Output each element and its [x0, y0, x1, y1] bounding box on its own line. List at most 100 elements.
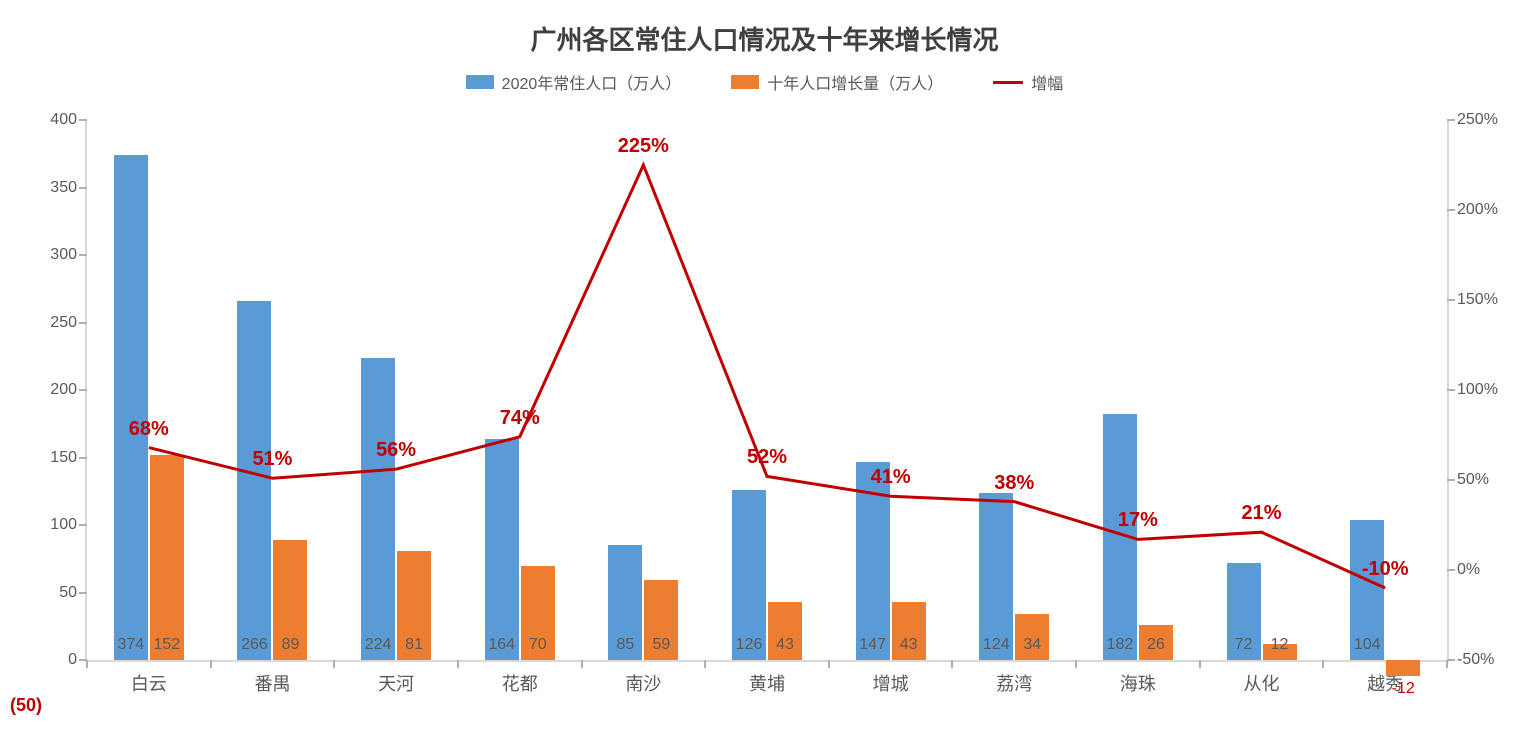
y-right-tick-label: 0%: [1447, 561, 1517, 579]
legend-item-rate: 增幅: [993, 70, 1063, 94]
bar-population-label: 85: [616, 636, 634, 654]
legend: 2020年常住人口（万人） 十年人口增长量（万人） 增幅: [0, 70, 1529, 94]
line-rate-label: 225%: [618, 135, 669, 158]
y-right-tick: [1447, 299, 1455, 301]
x-tick: [1322, 660, 1324, 668]
x-category-label: 白云: [131, 660, 167, 696]
bar-population: [856, 462, 890, 660]
neg50-label: (50): [10, 695, 42, 716]
y-left-tick: [79, 119, 87, 121]
bar-growth-label: 26: [1147, 636, 1165, 654]
legend-swatch-bar1: [466, 75, 494, 89]
bar-growth-label: 43: [900, 636, 918, 654]
chart-title: 广州各区常住人口情况及十年来增长情况: [0, 20, 1529, 57]
y-right-tick-label: -50%: [1447, 651, 1517, 669]
bar-growth-label: 70: [529, 636, 547, 654]
x-category-label: 天河: [378, 660, 414, 696]
bar-population-label: 224: [365, 636, 392, 654]
y-left-tick-label: 250: [17, 314, 87, 332]
y-left-tick-label: 200: [17, 381, 87, 399]
legend-label-population: 2020年常住人口（万人）: [502, 70, 682, 94]
bar-population-label: 126: [736, 636, 763, 654]
bar-population-label: 104: [1354, 636, 1381, 654]
y-right-tick: [1447, 479, 1455, 481]
bar-growth-label: 89: [282, 636, 300, 654]
x-category-label: 增城: [873, 660, 909, 696]
bar-population: [237, 301, 271, 660]
y-left-tick-label: 300: [17, 246, 87, 264]
y-left-tick-label: 50: [17, 584, 87, 602]
y-left-tick-label: 400: [17, 111, 87, 129]
legend-label-growth: 十年人口增长量（万人）: [767, 70, 943, 94]
bar-population: [1103, 414, 1137, 660]
bar-growth-label: 34: [1023, 636, 1041, 654]
x-tick: [210, 660, 212, 668]
y-right-tick: [1447, 389, 1455, 391]
y-right-tick: [1447, 569, 1455, 571]
x-tick: [1446, 660, 1448, 668]
y-right-tick: [1447, 209, 1455, 211]
y-right-tick-label: 50%: [1447, 471, 1517, 489]
y-left-tick: [79, 187, 87, 189]
line-rate-label: 38%: [994, 472, 1034, 495]
x-category-label: 海珠: [1120, 660, 1156, 696]
bar-population: [485, 439, 519, 660]
y-left-tick-label: 150: [17, 449, 87, 467]
bar-population-label: 124: [983, 636, 1010, 654]
y-right-tick-label: 150%: [1447, 291, 1517, 309]
bar-population-label: 147: [859, 636, 886, 654]
x-tick: [951, 660, 953, 668]
y-right-tick: [1447, 659, 1455, 661]
x-category-label: 花都: [502, 660, 538, 696]
x-category-label: 黄埔: [749, 660, 785, 696]
bar-growth-label: 43: [776, 636, 794, 654]
bar-population-label: 374: [117, 636, 144, 654]
y-right-tick-label: 100%: [1447, 381, 1517, 399]
bar-population: [732, 490, 766, 660]
y-right-tick-label: 200%: [1447, 201, 1517, 219]
y-left-tick-label: 350: [17, 179, 87, 197]
line-rate-label: 74%: [500, 407, 540, 430]
y-left-tick: [79, 592, 87, 594]
line-rate-label: 68%: [129, 418, 169, 441]
x-category-label: 从化: [1244, 660, 1280, 696]
line-rate-label: 21%: [1242, 502, 1282, 525]
y-left-tick-label: 0: [17, 651, 87, 669]
bar-growth-label: 152: [153, 636, 180, 654]
bar-population-label: 72: [1235, 636, 1253, 654]
bar-growth: [1386, 660, 1420, 676]
x-tick: [333, 660, 335, 668]
x-tick: [1199, 660, 1201, 668]
rate-line: [149, 165, 1385, 588]
line-rate-label: 56%: [376, 439, 416, 462]
x-tick: [581, 660, 583, 668]
legend-swatch-line: [993, 81, 1023, 84]
x-tick: [828, 660, 830, 668]
y-right-tick-label: 250%: [1447, 111, 1517, 129]
x-tick: [457, 660, 459, 668]
bar-population: [114, 155, 148, 660]
bar-population-label: 266: [241, 636, 268, 654]
x-category-label: 南沙: [625, 660, 661, 696]
chart-container: 广州各区常住人口情况及十年来增长情况 2020年常住人口（万人） 十年人口增长量…: [0, 0, 1529, 743]
bar-growth-label: 59: [652, 636, 670, 654]
y-right-tick: [1447, 119, 1455, 121]
bar-population: [361, 358, 395, 660]
bar-population-label: 164: [488, 636, 515, 654]
bar-growth: [150, 455, 184, 660]
line-rate-label: 17%: [1118, 509, 1158, 532]
line-rate-label: 52%: [747, 446, 787, 469]
y-left-tick: [79, 322, 87, 324]
line-rate-label: 51%: [252, 448, 292, 471]
plot-area: 050100150200250300350400-50%0%50%100%150…: [85, 120, 1449, 662]
legend-item-growth: 十年人口增长量（万人）: [731, 70, 943, 94]
x-tick: [86, 660, 88, 668]
y-left-tick: [79, 457, 87, 459]
y-left-tick-label: 100: [17, 516, 87, 534]
line-rate-label: -10%: [1362, 558, 1409, 581]
bar-growth-label: -12: [1392, 680, 1415, 698]
bar-growth-label: 12: [1271, 636, 1289, 654]
legend-swatch-bar2: [731, 75, 759, 89]
bar-growth-label: 81: [405, 636, 423, 654]
y-left-tick: [79, 254, 87, 256]
